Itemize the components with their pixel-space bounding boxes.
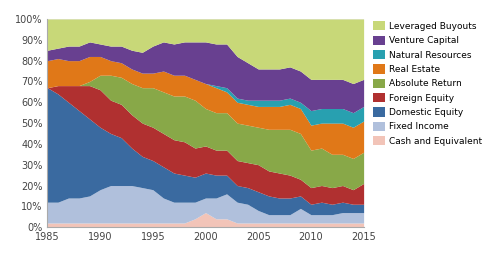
- Legend: Leveraged Buyouts, Venture Capital, Natural Resources, Real Estate, Absolute Ret: Leveraged Buyouts, Venture Capital, Natu…: [372, 19, 484, 148]
